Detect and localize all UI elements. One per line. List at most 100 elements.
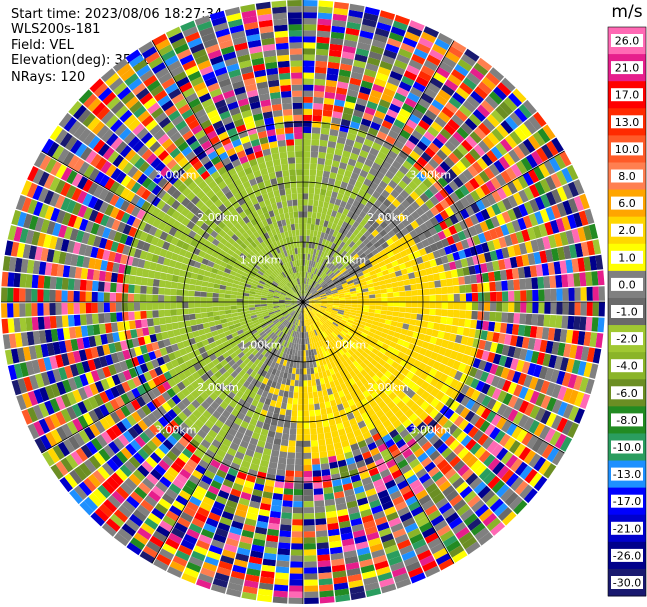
velocity-gate xyxy=(388,179,398,189)
velocity-gate xyxy=(274,289,281,294)
velocity-gate xyxy=(313,306,320,311)
velocity-gate xyxy=(85,313,93,325)
velocity-gate xyxy=(365,334,373,341)
velocity-gate xyxy=(339,332,346,339)
velocity-gate xyxy=(331,558,345,567)
velocity-gate xyxy=(324,322,330,328)
velocity-gate xyxy=(218,392,227,401)
velocity-gate xyxy=(221,409,231,419)
velocity-gate xyxy=(338,520,351,529)
velocity-gate xyxy=(434,94,448,106)
velocity-gate xyxy=(349,370,357,378)
velocity-gate xyxy=(266,298,273,301)
velocity-gate xyxy=(304,326,307,333)
velocity-gate xyxy=(427,509,442,522)
velocity-gate xyxy=(343,107,354,116)
velocity-gate xyxy=(317,18,332,26)
velocity-gate xyxy=(338,307,345,311)
velocity-gate xyxy=(389,242,397,251)
velocity-gate xyxy=(282,311,289,317)
velocity-gate xyxy=(221,458,232,468)
velocity-gate xyxy=(345,304,352,307)
velocity-gate xyxy=(428,142,440,154)
velocity-gate xyxy=(312,281,318,288)
velocity-gate xyxy=(303,84,314,91)
velocity-gate xyxy=(326,208,333,216)
velocity-gate xyxy=(267,306,274,310)
velocity-gate xyxy=(312,316,318,323)
velocity-gate xyxy=(291,297,298,300)
velocity-gate xyxy=(513,347,522,359)
velocity-gate xyxy=(253,358,261,366)
velocity-gate xyxy=(377,322,385,328)
velocity-gate xyxy=(304,271,306,278)
velocity-gate xyxy=(388,517,402,528)
velocity-gate xyxy=(435,294,442,302)
velocity-gate xyxy=(305,291,309,297)
velocity-gate xyxy=(264,336,271,343)
velocity-gate xyxy=(455,241,464,251)
velocity-gate xyxy=(444,195,455,206)
velocity-gate xyxy=(228,274,236,280)
velocity-gate xyxy=(424,162,435,174)
velocity-gate xyxy=(458,276,466,285)
velocity-gate xyxy=(335,282,342,288)
velocity-gate xyxy=(280,308,287,312)
velocity-gate xyxy=(384,155,395,165)
velocity-gate xyxy=(377,572,393,582)
velocity-gate xyxy=(374,458,386,468)
velocity-gate xyxy=(316,262,320,269)
velocity-gate xyxy=(357,302,364,305)
velocity-gate xyxy=(345,138,355,147)
velocity-gate xyxy=(113,532,129,547)
velocity-gate xyxy=(292,507,303,514)
velocity-gate xyxy=(230,302,237,306)
velocity-gate xyxy=(499,433,511,447)
velocity-gate xyxy=(207,361,215,370)
velocity-gate xyxy=(337,288,344,293)
velocity-gate xyxy=(352,236,360,244)
velocity-gate xyxy=(322,266,328,273)
velocity-gate xyxy=(139,231,149,242)
velocity-gate xyxy=(258,582,274,591)
velocity-gate xyxy=(288,440,296,447)
velocity-gate xyxy=(196,341,204,349)
velocity-gate xyxy=(518,400,530,414)
velocity-gate xyxy=(317,353,322,361)
velocity-gate xyxy=(377,66,391,77)
velocity-gate xyxy=(271,341,277,348)
velocity-gate xyxy=(480,263,488,273)
velocity-gate xyxy=(258,375,265,383)
velocity-gate xyxy=(321,283,328,288)
velocity-gate xyxy=(90,370,100,383)
velocity-gate xyxy=(372,404,382,414)
velocity-gate xyxy=(199,501,213,512)
velocity-gate xyxy=(403,318,411,325)
velocity-gate xyxy=(120,200,130,212)
velocity-gate xyxy=(562,403,574,419)
velocity-gate xyxy=(391,361,400,370)
velocity-gate xyxy=(579,272,587,287)
velocity-gate xyxy=(319,219,325,227)
velocity-gate xyxy=(52,368,62,383)
velocity-gate xyxy=(447,294,454,302)
velocity-gate xyxy=(87,195,99,209)
velocity-gate xyxy=(346,132,357,141)
velocity-gate xyxy=(292,519,303,526)
velocity-gate xyxy=(169,336,177,345)
velocity-gate xyxy=(339,277,346,283)
velocity-gate xyxy=(222,351,230,359)
velocity-gate xyxy=(500,120,514,134)
velocity-gate xyxy=(140,277,148,286)
velocity-gate xyxy=(394,14,410,26)
velocity-gate xyxy=(307,319,311,326)
velocity-gate xyxy=(486,398,497,410)
velocity-gate xyxy=(315,284,321,290)
velocity-gate xyxy=(181,572,197,584)
velocity-gate xyxy=(533,456,547,472)
velocity-gate xyxy=(559,231,569,246)
velocity-gate xyxy=(338,75,350,84)
velocity-gate xyxy=(307,293,312,298)
velocity-gate xyxy=(222,379,231,388)
velocity-gate xyxy=(238,285,245,290)
